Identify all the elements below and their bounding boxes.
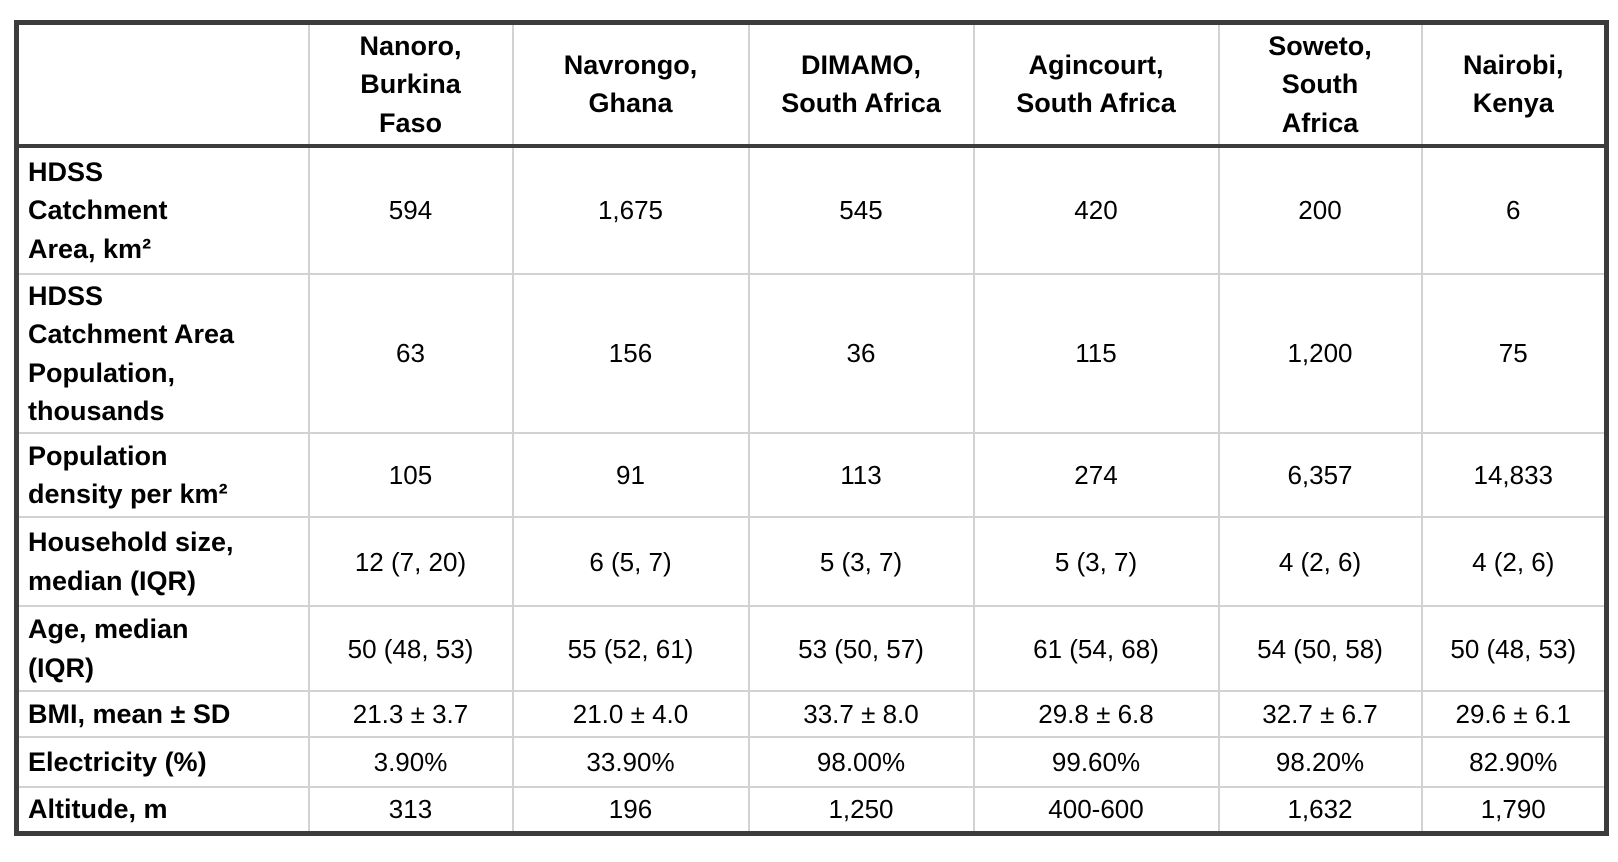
cell: 32.7 ± 6.7 [1217, 690, 1423, 739]
cell: 115 [972, 272, 1220, 435]
site-characteristics-table: Nanoro, Burkina Faso Navrongo, Ghana DIM… [14, 20, 1609, 836]
row-label: BMI, mean ± SD [15, 690, 310, 739]
cell: 36 [747, 272, 975, 435]
cell: 274 [972, 432, 1220, 519]
header-row: Nanoro, Burkina Faso Navrongo, Ghana DIM… [15, 21, 1608, 148]
cell: 400-600 [972, 786, 1220, 835]
row-label: Age, median (IQR) [15, 605, 310, 693]
cell: 196 [511, 786, 750, 835]
cell: 98.00% [747, 736, 975, 789]
row-label: Altitude, m [15, 786, 310, 835]
column-header-navrongo: Navrongo, Ghana [511, 21, 750, 148]
column-header-dimamo: DIMAMO, South Africa [747, 21, 975, 148]
cell: 6,357 [1217, 432, 1423, 519]
cell: 4 (2, 6) [1420, 516, 1608, 608]
row-label: Household size, median (IQR) [15, 516, 310, 608]
cell: 1,200 [1217, 272, 1423, 435]
cell: 61 (54, 68) [972, 605, 1220, 693]
cell: 63 [307, 272, 514, 435]
cell: 50 (48, 53) [307, 605, 514, 693]
cell: 82.90% [1420, 736, 1608, 789]
column-header-nairobi: Nairobi, Kenya [1420, 21, 1608, 148]
cell: 1,250 [747, 786, 975, 835]
cell: 3.90% [307, 736, 514, 789]
row-label: Population density per km² [15, 432, 310, 519]
cell: 6 (5, 7) [511, 516, 750, 608]
cell: 55 (52, 61) [511, 605, 750, 693]
table-row-bmi: BMI, mean ± SD 21.3 ± 3.7 21.0 ± 4.0 33.… [15, 690, 1608, 739]
cell: 594 [307, 144, 514, 275]
cell: 420 [972, 144, 1220, 275]
cell: 6 [1420, 144, 1608, 275]
table-row-household-size: Household size, median (IQR) 12 (7, 20) … [15, 516, 1608, 608]
cell: 200 [1217, 144, 1423, 275]
table-row-population-density: Population density per km² 105 91 113 27… [15, 432, 1608, 519]
table-row-electricity: Electricity (%) 3.90% 33.90% 98.00% 99.6… [15, 736, 1608, 789]
cell: 14,833 [1420, 432, 1608, 519]
cell: 545 [747, 144, 975, 275]
table-row-catchment-area: HDSS Catchment Area, km² 594 1,675 545 4… [15, 144, 1608, 275]
table-row-catchment-population: HDSS Catchment Area Population, thousand… [15, 272, 1608, 435]
cell: 99.60% [972, 736, 1220, 789]
cell: 156 [511, 272, 750, 435]
row-label: HDSS Catchment Area Population, thousand… [15, 272, 310, 435]
cell: 53 (50, 57) [747, 605, 975, 693]
cell: 29.8 ± 6.8 [972, 690, 1220, 739]
table-row-altitude: Altitude, m 313 196 1,250 400-600 1,632 … [15, 786, 1608, 835]
cell: 1,632 [1217, 786, 1423, 835]
cell: 21.0 ± 4.0 [511, 690, 750, 739]
table-row-age-median: Age, median (IQR) 50 (48, 53) 55 (52, 61… [15, 605, 1608, 693]
cell: 5 (3, 7) [747, 516, 975, 608]
cell: 75 [1420, 272, 1608, 435]
cell: 1,790 [1420, 786, 1608, 835]
cell: 12 (7, 20) [307, 516, 514, 608]
cell: 29.6 ± 6.1 [1420, 690, 1608, 739]
cell: 105 [307, 432, 514, 519]
cell: 98.20% [1217, 736, 1423, 789]
cell: 5 (3, 7) [972, 516, 1220, 608]
corner-cell [15, 21, 310, 148]
column-header-soweto: Soweto, South Africa [1217, 21, 1423, 148]
column-header-nanoro: Nanoro, Burkina Faso [307, 21, 514, 148]
cell: 50 (48, 53) [1420, 605, 1608, 693]
cell: 1,675 [511, 144, 750, 275]
cell: 91 [511, 432, 750, 519]
cell: 54 (50, 58) [1217, 605, 1423, 693]
row-label: Electricity (%) [15, 736, 310, 789]
row-label: HDSS Catchment Area, km² [15, 144, 310, 275]
cell: 4 (2, 6) [1217, 516, 1423, 608]
cell: 33.7 ± 8.0 [747, 690, 975, 739]
cell: 313 [307, 786, 514, 835]
column-header-agincourt: Agincourt, South Africa [972, 21, 1220, 148]
cell: 113 [747, 432, 975, 519]
cell: 33.90% [511, 736, 750, 789]
cell: 21.3 ± 3.7 [307, 690, 514, 739]
